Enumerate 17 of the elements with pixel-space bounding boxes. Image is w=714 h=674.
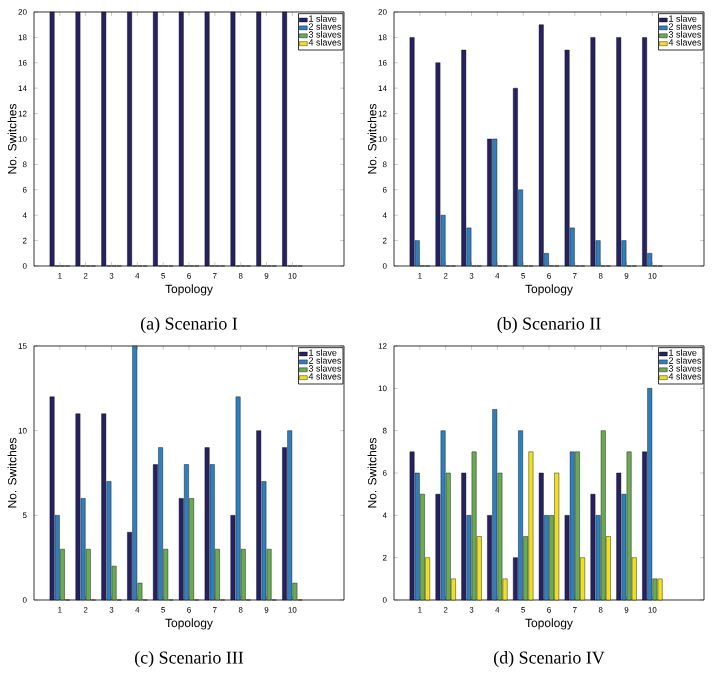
bar — [471, 451, 477, 601]
text: (d) Scenario IV — [494, 651, 605, 668]
bar — [235, 396, 241, 601]
text: (c) Scenario III — [135, 651, 244, 668]
bar — [575, 451, 580, 601]
bar — [569, 451, 575, 601]
text: (a) Scenario I — [140, 317, 238, 334]
bar — [287, 430, 293, 601]
bar — [518, 430, 523, 601]
bar — [440, 430, 446, 601]
bar — [647, 388, 653, 601]
bar — [184, 464, 189, 601]
bar — [158, 447, 163, 601]
text: (b) Scenario II — [497, 317, 601, 334]
bar — [492, 409, 498, 601]
bar — [600, 430, 606, 601]
bar — [626, 451, 632, 601]
